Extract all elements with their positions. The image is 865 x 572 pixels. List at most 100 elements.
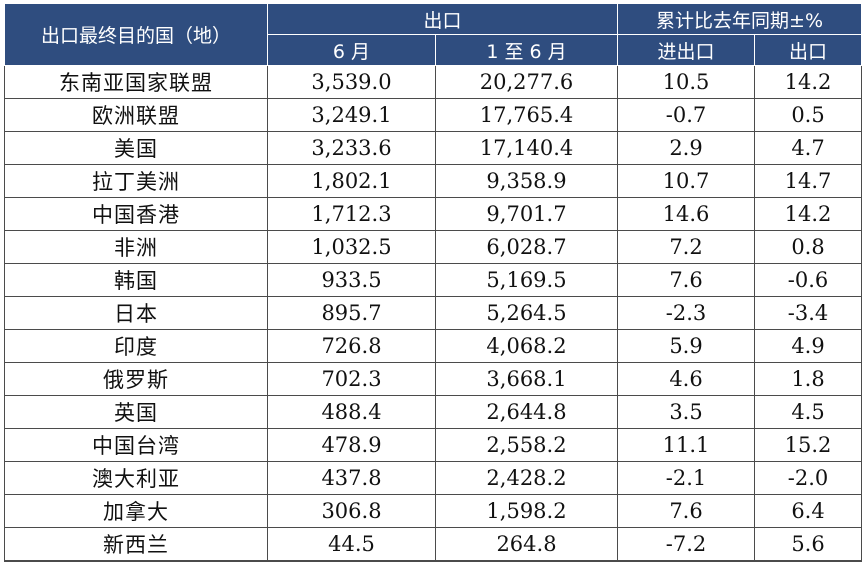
table-row: 中国香港 1,712.3 9,701.7 14.6 14.2 [4, 197, 863, 231]
cell-export: -2.0 [754, 461, 863, 495]
cell-june: 3,233.6 [267, 131, 436, 165]
table-row: 日本 895.7 5,264.5 -2.3 -3.4 [4, 296, 863, 330]
cell-export: 0.5 [754, 98, 863, 132]
table-row: 新西兰 44.5 264.8 -7.2 5.6 [4, 527, 863, 562]
cell-trade: -2.3 [617, 296, 756, 330]
cell-export: 15.2 [754, 428, 863, 462]
cell-region: 东南亚国家联盟 [4, 65, 268, 99]
cell-trade: -0.7 [617, 98, 756, 132]
cell-region: 英国 [4, 395, 268, 429]
cell-june: 895.7 [267, 296, 436, 330]
cell-region: 拉丁美洲 [4, 164, 268, 198]
cell-export: 6.4 [754, 494, 863, 528]
cell-jan-june: 3,668.1 [434, 362, 619, 396]
cell-export: 0.8 [754, 230, 863, 264]
cell-jan-june: 9,358.9 [434, 164, 619, 198]
cell-trade: 7.6 [617, 494, 756, 528]
cell-jan-june: 5,169.5 [434, 263, 619, 297]
cell-june: 3,539.0 [267, 65, 436, 99]
header-region: 出口最终目的国（地） [4, 3, 268, 66]
cell-june: 437.8 [267, 461, 436, 495]
cell-trade: 11.1 [617, 428, 756, 462]
cell-june: 488.4 [267, 395, 436, 429]
cell-export: 14.7 [754, 164, 863, 198]
cell-june: 44.5 [267, 527, 436, 562]
cell-export: 1.8 [754, 362, 863, 396]
cell-jan-june: 9,701.7 [434, 197, 619, 231]
cell-export: 14.2 [754, 65, 863, 99]
cell-region: 日本 [4, 296, 268, 330]
cell-trade: 10.5 [617, 65, 756, 99]
cell-region: 印度 [4, 329, 268, 363]
cell-jan-june: 2,558.2 [434, 428, 619, 462]
cell-region: 中国香港 [4, 197, 268, 231]
cell-trade: 3.5 [617, 395, 756, 429]
cell-region: 新西兰 [4, 527, 268, 562]
cell-jan-june: 264.8 [434, 527, 619, 562]
cell-june: 726.8 [267, 329, 436, 363]
table-row: 东南亚国家联盟 3,539.0 20,277.6 10.5 14.2 [4, 65, 863, 99]
export-destination-table: 出口最终目的国（地） 出口 累计比去年同期±% 6 月 1 至 6 月 进出口 … [4, 3, 863, 562]
header-export: 出口 [754, 34, 863, 66]
table-row: 印度 726.8 4,068.2 5.9 4.9 [4, 329, 863, 363]
cell-export: 4.5 [754, 395, 863, 429]
cell-june: 933.5 [267, 263, 436, 297]
cell-region: 俄罗斯 [4, 362, 268, 396]
cell-export: -0.6 [754, 263, 863, 297]
table-row: 拉丁美洲 1,802.1 9,358.9 10.7 14.7 [4, 164, 863, 198]
cell-trade: -2.1 [617, 461, 756, 495]
cell-jan-june: 17,765.4 [434, 98, 619, 132]
cell-june: 3,249.1 [267, 98, 436, 132]
cell-jan-june: 17,140.4 [434, 131, 619, 165]
table-row: 澳大利亚 437.8 2,428.2 -2.1 -2.0 [4, 461, 863, 495]
table-row: 俄罗斯 702.3 3,668.1 4.6 1.8 [4, 362, 863, 396]
table-header: 出口最终目的国（地） 出口 累计比去年同期±% 6 月 1 至 6 月 进出口 … [4, 3, 863, 66]
header-jan-june: 1 至 6 月 [434, 34, 619, 66]
cell-jan-june: 4,068.2 [434, 329, 619, 363]
header-trade: 进出口 [617, 34, 756, 66]
cell-trade: 7.6 [617, 263, 756, 297]
cell-trade: 4.6 [617, 362, 756, 396]
cell-june: 1,032.5 [267, 230, 436, 264]
table-row: 英国 488.4 2,644.8 3.5 4.5 [4, 395, 863, 429]
header-export-group: 出口 [266, 3, 619, 35]
cell-june: 478.9 [267, 428, 436, 462]
cell-region: 美国 [4, 131, 268, 165]
cell-jan-june: 6,028.7 [434, 230, 619, 264]
cell-export: 4.9 [754, 329, 863, 363]
cell-trade: -7.2 [617, 527, 756, 562]
table-body: 东南亚国家联盟 3,539.0 20,277.6 10.5 14.2 欧洲联盟 3,249.… [4, 65, 863, 562]
cell-jan-june: 5,264.5 [434, 296, 619, 330]
cell-trade: 14.6 [617, 197, 756, 231]
cell-region: 澳大利亚 [4, 461, 268, 495]
cell-export: -3.4 [754, 296, 863, 330]
cell-trade: 10.7 [617, 164, 756, 198]
table-row: 加拿大 306.8 1,598.2 7.6 6.4 [4, 494, 863, 528]
header-yoy-group: 累计比去年同期±% [617, 3, 863, 35]
cell-region: 中国台湾 [4, 428, 268, 462]
cell-region: 韩国 [4, 263, 268, 297]
table-row: 美国 3,233.6 17,140.4 2.9 4.7 [4, 131, 863, 165]
cell-region: 加拿大 [4, 494, 268, 528]
table-row: 韩国 933.5 5,169.5 7.6 -0.6 [4, 263, 863, 297]
header-june: 6 月 [267, 34, 436, 66]
cell-june: 702.3 [267, 362, 436, 396]
cell-jan-june: 1,598.2 [434, 494, 619, 528]
cell-jan-june: 2,644.8 [434, 395, 619, 429]
cell-trade: 7.2 [617, 230, 756, 264]
table-row: 中国台湾 478.9 2,558.2 11.1 15.2 [4, 428, 863, 462]
cell-june: 306.8 [267, 494, 436, 528]
cell-jan-june: 20,277.6 [434, 65, 619, 99]
cell-export: 5.6 [754, 527, 863, 562]
cell-export: 4.7 [754, 131, 863, 165]
cell-trade: 2.9 [617, 131, 756, 165]
cell-region: 非洲 [4, 230, 268, 264]
cell-export: 14.2 [754, 197, 863, 231]
cell-trade: 5.9 [617, 329, 756, 363]
cell-region: 欧洲联盟 [4, 98, 268, 132]
table-row: 欧洲联盟 3,249.1 17,765.4 -0.7 0.5 [4, 98, 863, 132]
cell-jan-june: 2,428.2 [434, 461, 619, 495]
cell-june: 1,712.3 [267, 197, 436, 231]
table-row: 非洲 1,032.5 6,028.7 7.2 0.8 [4, 230, 863, 264]
cell-june: 1,802.1 [267, 164, 436, 198]
